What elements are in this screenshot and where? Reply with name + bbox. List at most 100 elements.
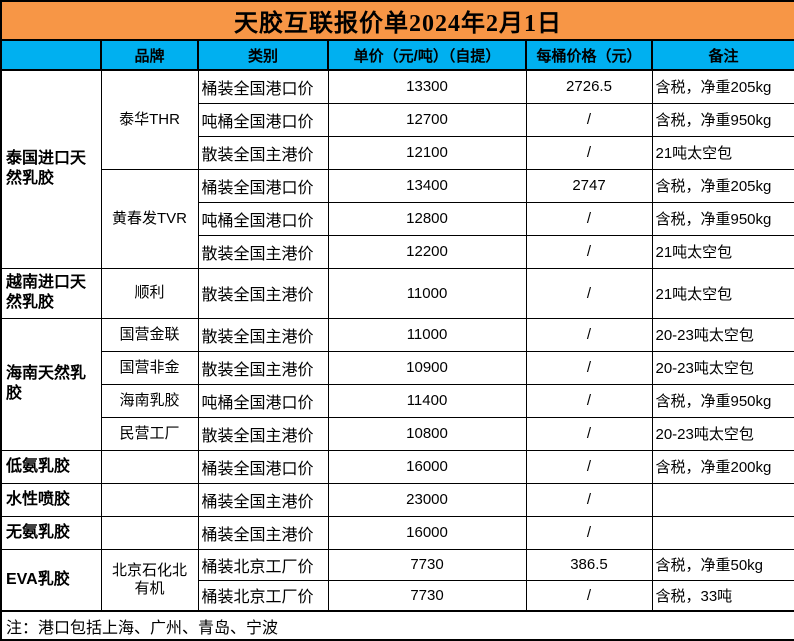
unit-price-cell: 12200 — [327, 234, 527, 269]
unit-price-cell: 12700 — [327, 102, 527, 137]
table-row: 海南乳胶 吨桶全国港口价 11400 / 含税，净重950kg — [1, 383, 794, 418]
type-cell: 桶装全国主港价 — [197, 482, 329, 517]
table-row: 泰国进口天然乳胶 泰华THR 桶装全国港口价 13300 2726.5 含税，净… — [0, 69, 794, 269]
barrel-price-cell: / — [525, 482, 653, 517]
category-cell-eva: EVA乳胶 — [0, 548, 102, 612]
note-cell: 含税，净重205kg — [651, 168, 794, 203]
type-cell: 桶装全国港口价 — [197, 168, 329, 203]
note-cell — [651, 482, 794, 517]
table-row: 民营工厂 散装全国主港价 10800 / 20-23吨太空包 — [1, 416, 794, 451]
note-cell: 21吨太空包 — [651, 135, 794, 170]
brand-cell: 国营非金 — [100, 350, 199, 385]
type-cell: 桶装全国港口价 — [197, 69, 329, 104]
table-row: 海南天然乳胶 国营金联 散装全国主港价 11000 / 20-23吨太空包 — [0, 317, 794, 451]
note-cell: 20-23吨太空包 — [651, 317, 794, 352]
category-cell-hainan: 海南天然乳胶 — [0, 317, 102, 451]
unit-price-cell: 7730 — [327, 548, 527, 581]
brand-cell: 国营金联 — [100, 317, 199, 352]
unit-price-cell: 16000 — [327, 515, 527, 550]
type-cell: 散装全国主港价 — [197, 267, 329, 319]
note-cell: 含税，净重950kg — [651, 102, 794, 137]
unit-price-cell: 13300 — [327, 69, 527, 104]
note-cell: 含税，净重950kg — [651, 201, 794, 236]
type-cell: 散装全国主港价 — [197, 350, 329, 385]
table-row: EVA乳胶 北京石化北有机 桶装北京工厂价 7730 386.5 含税，净重50… — [0, 548, 794, 612]
type-cell: 散装全国主港价 — [197, 416, 329, 451]
table-row: 桶装北京工厂价 7730 / 含税，33吨 — [1, 579, 794, 612]
unit-price-cell: 11000 — [327, 267, 527, 319]
barrel-price-cell: / — [525, 317, 653, 352]
col-header-barrel-price: 每桶价格（元） — [525, 39, 653, 71]
col-header-brand: 品牌 — [100, 39, 199, 71]
footnote: 注：港口包括上海、广州、青岛、宁波 — [0, 610, 794, 641]
note-cell: 21吨太空包 — [651, 234, 794, 269]
category-cell-thailand: 泰国进口天然乳胶 — [0, 69, 102, 269]
category-cell-ammonia-free: 无氨乳胶 — [0, 515, 102, 550]
table-row: 越南进口天然乳胶 顺利 散装全国主港价 11000 / 21吨太空包 — [0, 267, 794, 319]
table-row: 黄春发TVR 桶装全国港口价 13400 2747 含税，净重205kg — [1, 168, 794, 269]
type-cell: 桶装北京工厂价 — [197, 548, 329, 581]
note-cell: 含税，净重205kg — [651, 69, 794, 104]
note-cell: 20-23吨太空包 — [651, 350, 794, 385]
barrel-price-cell: / — [525, 102, 653, 137]
unit-price-cell: 12800 — [327, 201, 527, 236]
note-cell: 含税，净重50kg — [651, 548, 794, 581]
table-row: 无氨乳胶 桶装全国主港价 16000 / — [0, 515, 794, 550]
barrel-price-cell: / — [525, 383, 653, 418]
col-header-type: 类别 — [197, 39, 329, 71]
note-cell — [651, 515, 794, 550]
unit-price-cell: 11400 — [327, 383, 527, 418]
category-cell-vietnam: 越南进口天然乳胶 — [0, 267, 102, 319]
title-bar: 天胶互联报价单2024年2月1日 — [0, 0, 794, 41]
table-row: 国营非金 散装全国主港价 10900 / 20-23吨太空包 — [1, 350, 794, 385]
brand-cell — [100, 449, 199, 484]
brand-cell: 北京石化北有机 — [100, 548, 199, 612]
type-cell: 散装全国主港价 — [197, 234, 329, 269]
note-cell: 含税，净重200kg — [651, 449, 794, 484]
unit-price-cell: 23000 — [327, 482, 527, 517]
barrel-price-cell: / — [525, 267, 653, 319]
barrel-price-cell: / — [525, 201, 653, 236]
brand-cell: 黄春发TVR — [100, 168, 199, 269]
barrel-price-cell: / — [525, 234, 653, 269]
footnote-row: 注：港口包括上海、广州、青岛、宁波 — [0, 610, 794, 641]
barrel-price-cell: 2726.5 — [525, 69, 653, 104]
table-row: 散装全国主港价 12100 / 21吨太空包 — [1, 135, 794, 170]
table-row: 低氨乳胶 桶装全国港口价 16000 / 含税，净重200kg — [0, 449, 794, 484]
brand-cell — [100, 482, 199, 517]
type-cell: 吨桶全国港口价 — [197, 383, 329, 418]
type-cell: 吨桶全国港口价 — [197, 201, 329, 236]
table-row: 吨桶全国港口价 12800 / 含税，净重950kg — [1, 201, 794, 236]
barrel-price-cell: / — [525, 449, 653, 484]
note-cell: 含税，净重950kg — [651, 383, 794, 418]
note-cell: 21吨太空包 — [651, 267, 794, 319]
note-cell: 20-23吨太空包 — [651, 416, 794, 451]
brand-cell: 顺利 — [100, 267, 199, 319]
header-row: 品牌 类别 单价（元/吨）（自提） 每桶价格（元） 备注 — [0, 39, 794, 71]
brand-cell: 海南乳胶 — [100, 383, 199, 418]
unit-price-cell: 10900 — [327, 350, 527, 385]
brand-cell: 民营工厂 — [100, 416, 199, 451]
category-cell-water-spray: 水性喷胶 — [0, 482, 102, 517]
barrel-price-cell: / — [525, 579, 653, 612]
unit-price-cell: 16000 — [327, 449, 527, 484]
page-title: 天胶互联报价单2024年2月1日 — [0, 0, 794, 41]
brand-cell — [100, 515, 199, 550]
barrel-price-cell: 2747 — [525, 168, 653, 203]
type-cell: 桶装全国港口价 — [197, 449, 329, 484]
unit-price-cell: 13400 — [327, 168, 527, 203]
type-cell: 散装全国主港价 — [197, 317, 329, 352]
table-row: 吨桶全国港口价 12700 / 含税，净重950kg — [1, 102, 794, 137]
barrel-price-cell: 386.5 — [525, 548, 653, 581]
type-cell: 桶装北京工厂价 — [197, 579, 329, 612]
col-header-blank — [0, 39, 102, 71]
category-cell-low-ammonia: 低氨乳胶 — [0, 449, 102, 484]
brand-cell: 泰华THR — [100, 69, 199, 170]
type-cell: 吨桶全国港口价 — [197, 102, 329, 137]
note-cell: 含税，33吨 — [651, 579, 794, 612]
table-row: 水性喷胶 桶装全国主港价 23000 / — [0, 482, 794, 517]
col-header-unit-price: 单价（元/吨）（自提） — [327, 39, 527, 71]
unit-price-cell: 7730 — [327, 579, 527, 612]
barrel-price-cell: / — [525, 135, 653, 170]
